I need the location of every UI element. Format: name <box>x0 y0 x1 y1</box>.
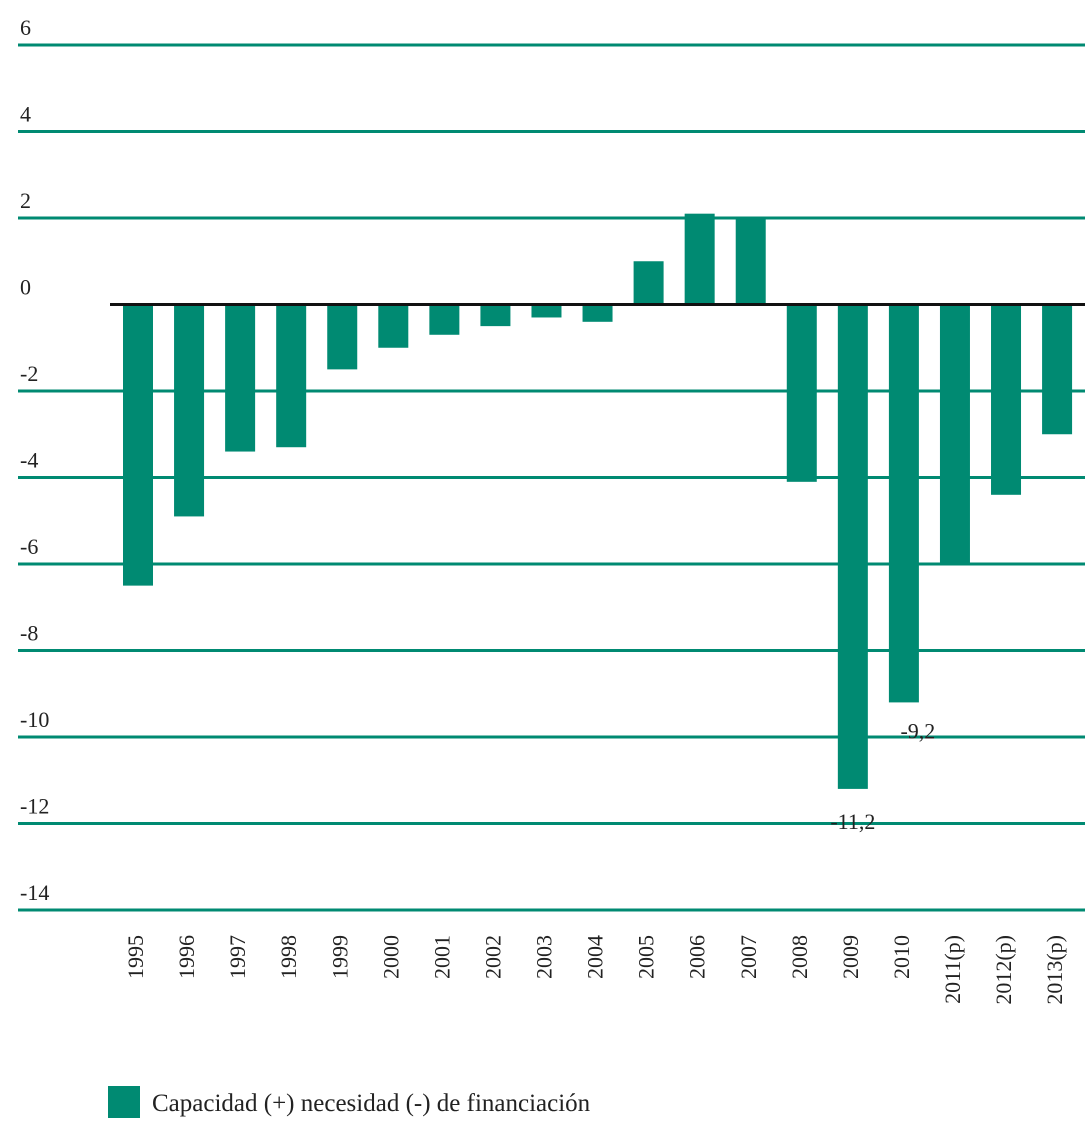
x-tick-label: 2000 <box>378 935 403 979</box>
bar <box>735 218 766 305</box>
x-tick-label: 2007 <box>736 935 761 979</box>
x-tick-label: 2001 <box>429 935 454 979</box>
bar <box>123 304 153 586</box>
y-tick-label: -4 <box>20 448 38 473</box>
legend-label: Capacidad (+) necesidad (-) de financiac… <box>152 1090 591 1117</box>
y-tick-label: -8 <box>20 621 38 646</box>
x-tick-label: 2004 <box>583 935 608 979</box>
bar <box>174 304 205 517</box>
bar <box>327 304 358 370</box>
y-tick-label: 4 <box>20 102 31 127</box>
bar <box>939 304 970 564</box>
bar <box>378 304 409 348</box>
bar <box>684 213 715 305</box>
y-tick-label: -10 <box>20 707 49 732</box>
x-tick-label: 2005 <box>634 935 659 979</box>
x-tick-label: 2002 <box>480 935 505 979</box>
x-tick-label: 2012(p) <box>991 935 1016 1005</box>
x-tick-label: 1995 <box>123 935 148 979</box>
x-tick-label: 2009 <box>838 935 863 979</box>
x-tick-label: 1997 <box>225 935 250 979</box>
y-tick-label: -12 <box>20 794 49 819</box>
bar <box>991 304 1022 495</box>
bar <box>429 304 460 335</box>
x-tick-label: 1999 <box>327 935 352 979</box>
y-tick-label: 0 <box>20 275 31 300</box>
x-tick-label: 2013(p) <box>1042 935 1067 1005</box>
bar <box>633 261 664 305</box>
y-tick-label: -2 <box>20 361 38 386</box>
y-tick-label: 6 <box>20 15 31 40</box>
x-tick-label: 2008 <box>787 935 812 979</box>
x-tick-label: 2010 <box>889 935 914 979</box>
bar <box>786 304 817 482</box>
x-tick-label: 2011(p) <box>940 935 965 1004</box>
x-tick-label: 2003 <box>532 935 557 979</box>
bar <box>582 304 613 322</box>
bar <box>531 304 562 318</box>
bar <box>276 304 307 448</box>
x-tick-label: 1998 <box>276 935 301 979</box>
bar <box>1042 304 1073 435</box>
data-label: -9,2 <box>900 718 935 743</box>
legend-swatch <box>108 1086 140 1118</box>
y-tick-label: 2 <box>20 188 31 213</box>
x-tick-label: 2006 <box>685 935 710 979</box>
x-tick-label: 1996 <box>174 935 199 979</box>
bar <box>480 304 511 327</box>
bar <box>837 304 868 789</box>
y-tick-label: -14 <box>20 880 49 905</box>
data-label: -11,2 <box>830 809 875 834</box>
bar <box>888 304 919 703</box>
bar <box>225 304 256 452</box>
y-tick-label: -6 <box>20 534 38 559</box>
